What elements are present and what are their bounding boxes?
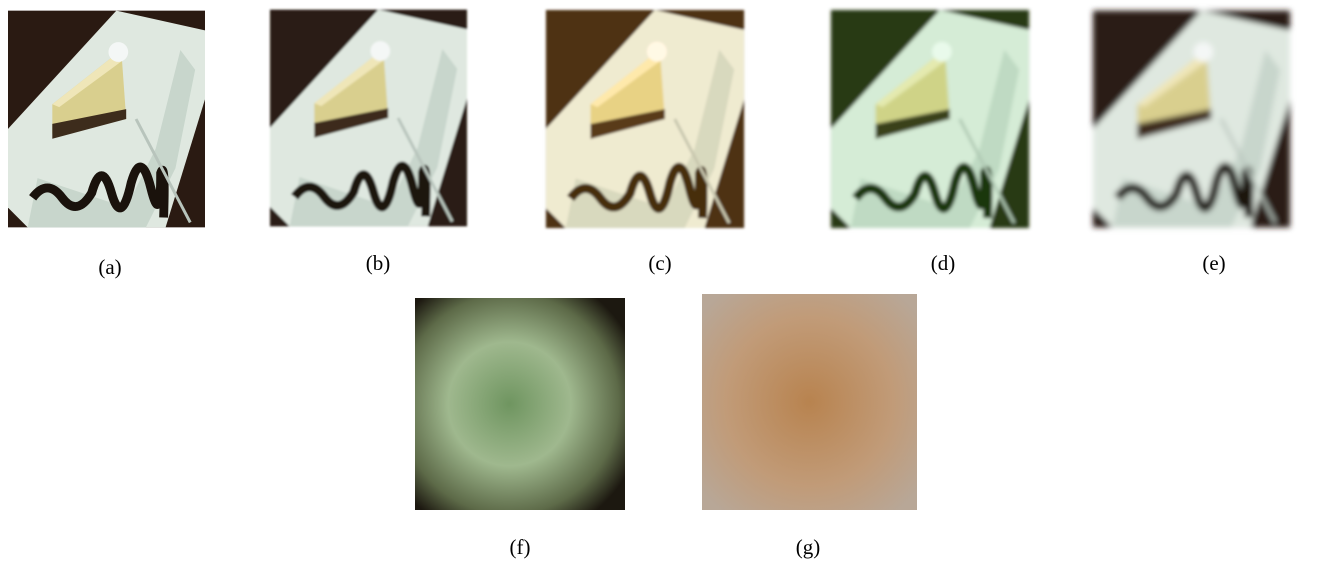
image-a [8,11,205,228]
image-g [702,294,917,510]
figure: (a) (b) (c) (d) (e) (f) (g) [0,0,1319,565]
image-c [546,10,744,228]
panel-label: (f) [510,535,531,559]
panel-label: (e) [1202,251,1225,275]
panel-label: (d) [931,251,956,275]
image-d [831,10,1029,228]
panel-label: (g) [796,535,821,559]
panel-label: (c) [648,251,671,275]
image-e [1093,11,1290,228]
image-f [415,298,625,510]
image-b [270,10,467,227]
panel-label: (b) [366,251,391,275]
panel-label: (a) [98,255,121,279]
